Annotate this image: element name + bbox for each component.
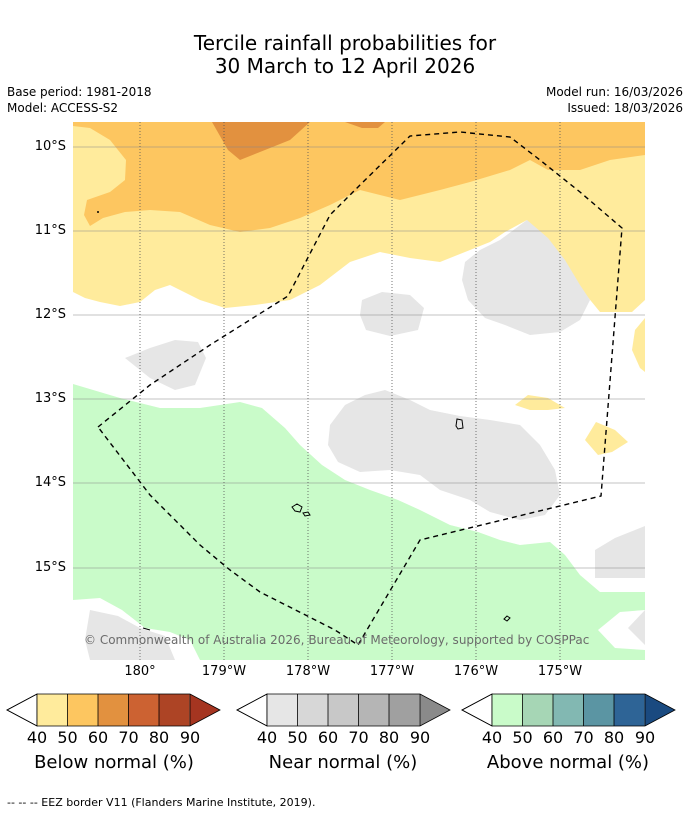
chart-title-line2: 30 March to 12 April 2026 xyxy=(214,54,476,78)
near-normal-region-central xyxy=(328,390,560,520)
near-dividers xyxy=(266,694,421,726)
below-tick-40: 40 xyxy=(26,728,48,747)
island-futuna xyxy=(291,503,311,517)
lon-label-177w: 177°W xyxy=(369,664,415,679)
below-max-arrow xyxy=(190,694,220,726)
lat-label-11s: 11°S xyxy=(34,223,66,238)
below-tick-90: 90 xyxy=(179,728,201,747)
below-swatch-70 xyxy=(128,694,159,726)
below-normal-east-patch xyxy=(632,318,645,372)
meta-left: Base period: 1981-2018 Model: ACCESS-S2 xyxy=(7,84,152,116)
below-normal-colorbar xyxy=(6,693,221,727)
above-max-arrow xyxy=(645,694,675,726)
island-wallis xyxy=(455,418,464,430)
lat-label-14s: 14°S xyxy=(34,475,66,490)
base-period: Base period: 1981-2018 xyxy=(7,85,152,99)
near-swatch-50 xyxy=(297,694,328,726)
island-dot xyxy=(97,211,99,213)
below-tick-70: 70 xyxy=(118,728,139,747)
above-tick-60: 60 xyxy=(542,728,564,747)
lat-label-13s: 13°S xyxy=(34,391,66,406)
island-southwest xyxy=(142,627,151,631)
issued-date: Issued: 18/03/2026 xyxy=(567,101,683,115)
island-south xyxy=(503,615,511,622)
near-normal-colorbar xyxy=(236,693,451,727)
above-tick-80: 80 xyxy=(603,728,625,747)
chart-title-line1: Tercile rainfall probabilities for xyxy=(193,31,497,55)
lon-label-176w: 176°W xyxy=(453,664,499,679)
above-tick-90: 90 xyxy=(634,728,656,747)
normal-gap-east xyxy=(598,610,645,650)
below-swatch-50 xyxy=(67,694,98,726)
near-tick-90: 90 xyxy=(409,728,431,747)
model-name: Model: ACCESS-S2 xyxy=(7,101,119,115)
model-run: Model run: 16/03/2026 xyxy=(545,85,683,99)
below-normal-50-region xyxy=(73,122,645,232)
near-tick-40: 40 xyxy=(256,728,278,747)
above-tick-70: 70 xyxy=(573,728,594,747)
above-swatch-50 xyxy=(522,694,553,726)
above-dividers xyxy=(491,694,646,726)
below-min-arrow xyxy=(6,693,38,727)
below-normal-60-region xyxy=(212,122,310,160)
above-normal-colorbar xyxy=(461,693,676,727)
below-tick-50: 50 xyxy=(57,728,78,747)
meta-right: Model run: 16/03/2026 Issued: 18/03/2026 xyxy=(546,84,683,116)
near-normal-title: Near normal (%) xyxy=(268,752,418,773)
near-normal-region-se xyxy=(595,526,645,578)
map-layers xyxy=(73,122,645,660)
above-swatch-80 xyxy=(614,694,645,726)
below-tick-60: 60 xyxy=(87,728,109,747)
near-tick-80: 80 xyxy=(378,728,400,747)
above-swatch-70 xyxy=(583,694,614,726)
copyright-notice: © Commonwealth of Australia 2026, Bureau… xyxy=(84,633,590,647)
near-normal-region-s xyxy=(628,610,645,645)
near-swatch-60 xyxy=(328,694,359,726)
below-normal-60-region-east xyxy=(345,122,385,128)
near-normal-region-ne xyxy=(462,220,590,335)
eez-footnote: -- -- -- EEZ border V11 (Flanders Marine… xyxy=(7,796,316,809)
near-min-arrow xyxy=(236,693,268,727)
lat-label-10s: 10°S xyxy=(34,139,66,154)
below-normal-patch-b xyxy=(585,422,628,455)
near-swatch-80 xyxy=(389,694,420,726)
near-normal-region-sw xyxy=(85,610,175,660)
above-tick-40: 40 xyxy=(481,728,503,747)
probability-map xyxy=(73,122,645,660)
lon-label-180: 180° xyxy=(124,664,156,679)
below-tick-80: 80 xyxy=(148,728,170,747)
above-swatch-40 xyxy=(492,694,523,726)
lon-label-175w: 175°W xyxy=(537,664,583,679)
eez-border xyxy=(97,131,623,646)
lon-label-178w: 178°W xyxy=(285,664,331,679)
below-swatch-40 xyxy=(37,694,68,726)
above-normal-title: Above normal (%) xyxy=(486,752,650,773)
above-normal-40-region xyxy=(73,384,645,660)
latitude-gridlines xyxy=(73,146,645,569)
above-min-arrow xyxy=(461,693,493,727)
lat-label-12s: 12°S xyxy=(34,307,66,322)
below-swatch-60 xyxy=(98,694,129,726)
near-max-arrow xyxy=(420,694,450,726)
near-tick-70: 70 xyxy=(348,728,369,747)
near-swatch-40 xyxy=(267,694,298,726)
lon-label-179w: 179°W xyxy=(201,664,247,679)
below-dividers xyxy=(36,694,191,726)
below-swatch-80 xyxy=(159,694,190,726)
near-tick-50: 50 xyxy=(287,728,308,747)
below-normal-title: Below normal (%) xyxy=(34,752,194,773)
above-tick-50: 50 xyxy=(512,728,533,747)
lat-label-15s: 15°S xyxy=(34,560,66,575)
near-swatch-70 xyxy=(358,694,389,726)
above-swatch-60 xyxy=(553,694,584,726)
near-normal-region-nw xyxy=(125,340,206,390)
near-tick-60: 60 xyxy=(317,728,339,747)
